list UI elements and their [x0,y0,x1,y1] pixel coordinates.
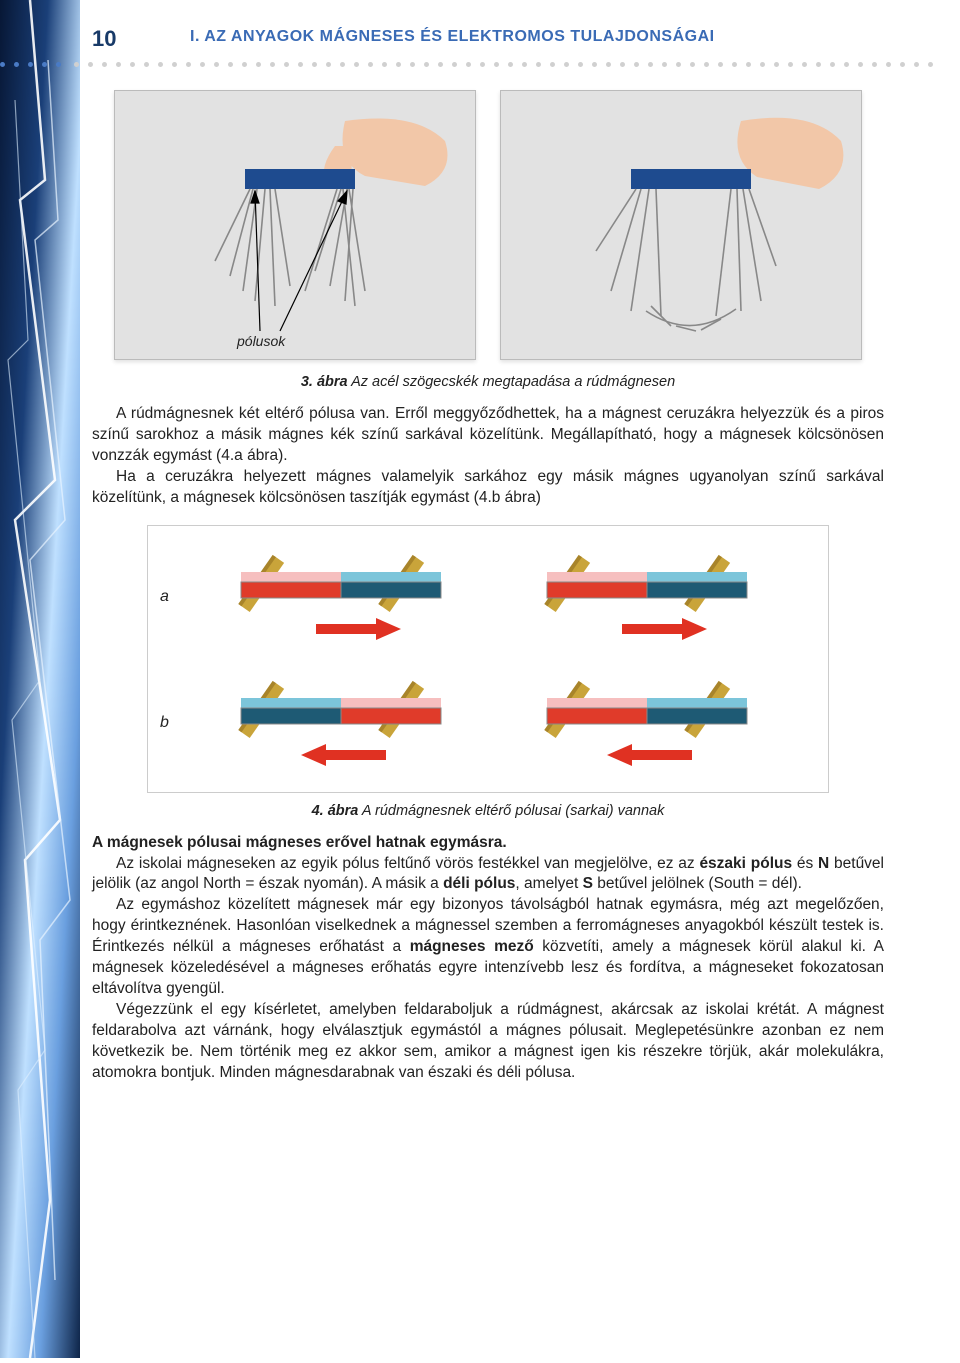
text-block-2: A mágnesek pólusai mágneses erővel hatna… [92,833,884,1084]
para-6: Végezzünk el egy kísérletet, amelyben fe… [92,1000,884,1084]
para-2: Ha a ceruzákra helyezett mágnes valamely… [92,467,884,509]
diagram-row-a: a [148,534,828,660]
magnet-unit-a-right [527,542,787,652]
text-block-1: A rúdmágnesnek két eltérő pólusa van. Er… [92,404,884,509]
photo-magnet-nails-left: pólusok [114,90,476,360]
polusok-label: pólusok [237,333,285,349]
magnet-unit-b-left [221,668,481,778]
caption-figure-4: 4. ábra A rúdmágnesnek eltérő pólusai (s… [92,803,884,819]
para-1: A rúdmágnesnek két eltérő pólusa van. Er… [92,404,884,467]
caption-3-text: Az acél szögecskék megtapadása a rúdmágn… [348,374,676,390]
dotted-header-rule: (function(){ var r=document.currentScrip… [0,56,960,64]
chapter-title: I. AZ ANYAGOK MÁGNESES ÉS ELEKTROMOS TUL… [190,28,715,46]
photo-magnet-nails-right [500,90,862,360]
side-decor-lightning [0,0,80,1358]
caption-figure-3: 3. ábra Az acél szögecskék megtapadása a… [92,374,884,390]
figure-3-photos: pólusok [92,90,884,360]
diagram-row-b: b [148,660,828,786]
para-5: Az egymáshoz közelített mágnesek már egy… [92,895,884,1000]
para-4: Az iskolai mágneseken az egyik pólus fel… [92,854,884,896]
caption-4-text: A rúdmágnesnek eltérő pólusai (sarkai) v… [358,803,664,819]
row-b-label: b [160,714,192,732]
figure-4-diagram: a [147,525,829,793]
row-a-label: a [160,588,192,606]
page-number: 10 [92,26,116,52]
para-3-bold: A mágnesek pólusai mágneses erővel hatna… [92,834,507,851]
caption-4-num: 4. ábra [312,803,359,819]
magnet-unit-b-right [527,668,787,778]
magnet-unit-a-left [221,542,481,652]
caption-3-num: 3. ábra [301,374,348,390]
